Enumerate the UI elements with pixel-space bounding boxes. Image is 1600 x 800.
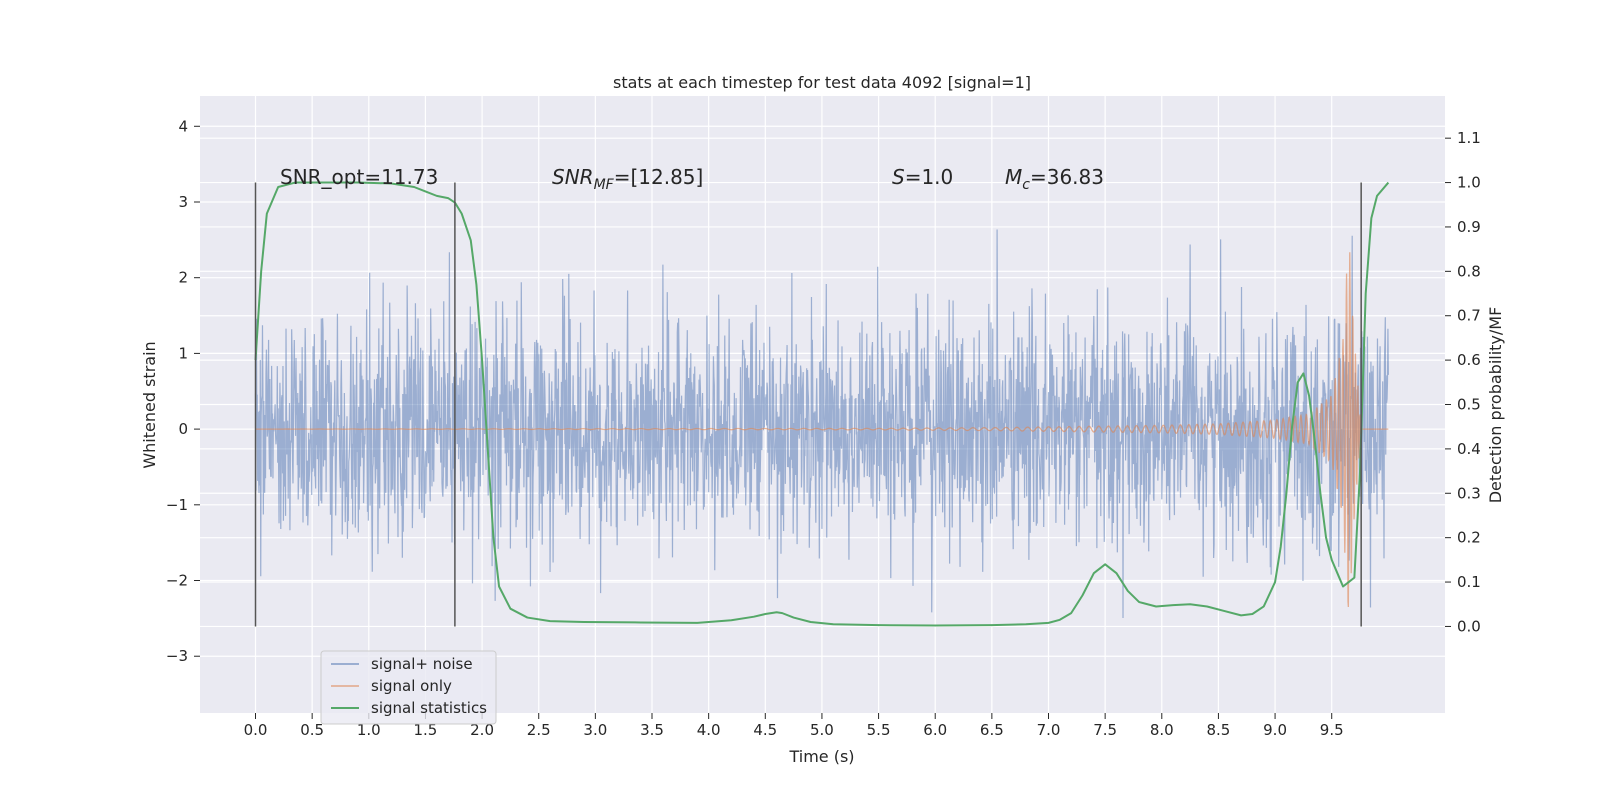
y-left-tick-label: 0: [178, 420, 188, 438]
x-tick-label: 8.0: [1150, 721, 1174, 739]
y-right-tick-label: 0.9: [1457, 218, 1481, 236]
x-tick-label: 5.0: [810, 721, 834, 739]
chart-title: stats at each timestep for test data 409…: [613, 73, 1031, 92]
x-tick-label: 2.5: [527, 721, 551, 739]
x-tick-label: 9.0: [1263, 721, 1287, 739]
y-right-tick-label: 0.0: [1457, 617, 1481, 635]
annotation-snr-opt: SNR_opt=11.73: [280, 165, 438, 189]
y-left-tick-label: 1: [178, 344, 188, 362]
x-tick-label: 3.0: [583, 721, 607, 739]
x-tick-label: 5.5: [867, 721, 891, 739]
annotation-s-base: S: [892, 165, 905, 189]
x-tick-label: 4.0: [697, 721, 721, 739]
legend-label-signal-statistics: signal statistics: [371, 699, 487, 717]
y-left-tick-label: 3: [178, 193, 188, 211]
annotation-mc-rest: =36.83: [1030, 165, 1104, 189]
legend-box: [320, 650, 497, 725]
annotation-snr-mf-base: SNR: [552, 165, 594, 189]
x-tick-label: 8.5: [1207, 721, 1231, 739]
x-axis-label: Time (s): [788, 747, 854, 766]
annotation-mc-sub: c: [1022, 177, 1030, 193]
y-left-tick-label: 2: [178, 269, 188, 287]
y-right-tick-label: 0.2: [1457, 529, 1481, 547]
annotation-s-rest: =1.0: [905, 165, 954, 189]
x-tick-label: 4.5: [753, 721, 777, 739]
y-right-tick-label: 0.7: [1457, 307, 1481, 325]
x-tick-label: 7.5: [1093, 721, 1117, 739]
signal-plus-noise-line: [254, 229, 1389, 618]
annotation-snr-mf-rest: =[12.85]: [614, 165, 704, 189]
annotation-snr-mf: SNRMF=[12.85]: [552, 165, 703, 193]
signal-statistics-series: [254, 181, 1390, 627]
signal-statistics-line: [254, 181, 1390, 627]
annotation-mc-base: M: [1005, 165, 1022, 189]
annotation-s: S=1.0: [892, 165, 953, 189]
y-left-tick-label: −3: [166, 647, 188, 665]
x-tick-label: 0.5: [300, 721, 324, 739]
x-tick-label: 6.0: [923, 721, 947, 739]
y-right-tick-label: 0.1: [1457, 573, 1481, 591]
y-right-tick-label: 0.6: [1457, 351, 1481, 369]
y-right-tick-label: 0.3: [1457, 484, 1481, 502]
y-left-tick-label: 4: [178, 117, 188, 135]
annotation-mc: Mc=36.83: [1005, 165, 1104, 193]
legend-label-signal-only: signal only: [371, 677, 452, 695]
y-right-tick-label: 1.0: [1457, 174, 1481, 192]
vertical-markers: [254, 182, 1362, 627]
signal-plus-noise-series: [254, 229, 1389, 618]
signal-only-series: [255, 252, 1389, 608]
y-right-tick-label: 1.1: [1457, 129, 1481, 147]
x-tick-label: 6.5: [980, 721, 1004, 739]
x-tick-label: 1.5: [414, 721, 438, 739]
y-left-tick-label: −1: [166, 496, 188, 514]
y-axis-left-label: Whitened strain: [140, 341, 159, 468]
y-axis-right-label: Detection probability/MF: [1486, 307, 1505, 504]
y-left-tick-label: −2: [166, 572, 188, 590]
annotation-snr-mf-sub: MF: [594, 177, 615, 193]
legend-label-signal-plus-noise: signal+ noise: [371, 655, 473, 673]
x-tick-label: 2.0: [470, 721, 494, 739]
legend: signal+ noise signal only signal statist…: [320, 650, 497, 725]
y-right-tick-label: 0.8: [1457, 262, 1481, 280]
axis-ticks: 0.0 0.5 1.0 1.5 2.0 2.5 3.0 3.5 4.0 4.5 5.0 5.5 6.0 6…: [166, 117, 1481, 739]
x-tick-label: 1.0: [357, 721, 381, 739]
x-tick-label: 0.0: [244, 721, 268, 739]
x-tick-label: 3.5: [640, 721, 664, 739]
y-right-tick-label: 0.5: [1457, 396, 1481, 414]
x-tick-label: 9.5: [1320, 721, 1344, 739]
signal-only-line: [255, 252, 1389, 608]
x-tick-label: 7.0: [1037, 721, 1061, 739]
y-right-tick-label: 0.4: [1457, 440, 1481, 458]
